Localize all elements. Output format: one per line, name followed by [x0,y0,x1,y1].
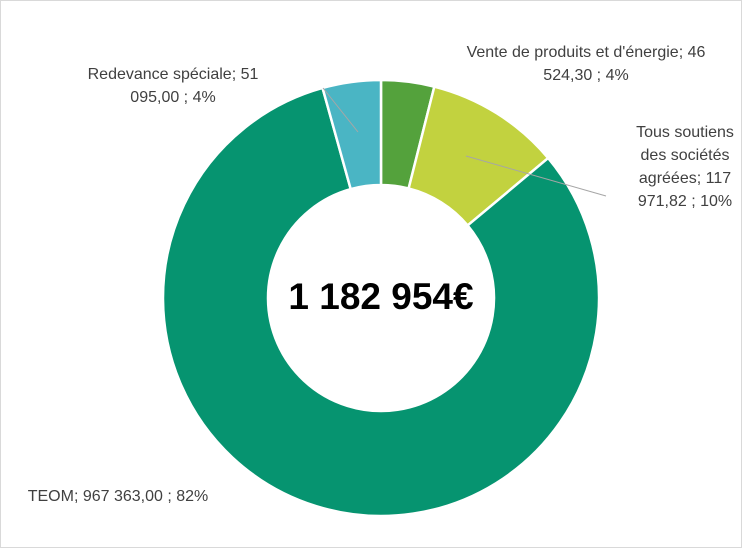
slices [161,78,601,518]
donut-slice [321,78,383,191]
data-label: Redevance spéciale; 51 095,00 ; 4% [87,66,259,106]
data-label: Tous soutiens des sociétés agréées; 117 … [636,124,734,210]
leader-line [322,87,359,133]
data-label: Vente de produits et d'énergie; 46 524,3… [466,44,706,84]
leader-line [465,155,607,197]
center-label: 1 182 954€ [288,276,473,317]
data-label: TEOM; 967 363,00 ; 82% [27,488,209,505]
donut-slice [161,86,601,518]
